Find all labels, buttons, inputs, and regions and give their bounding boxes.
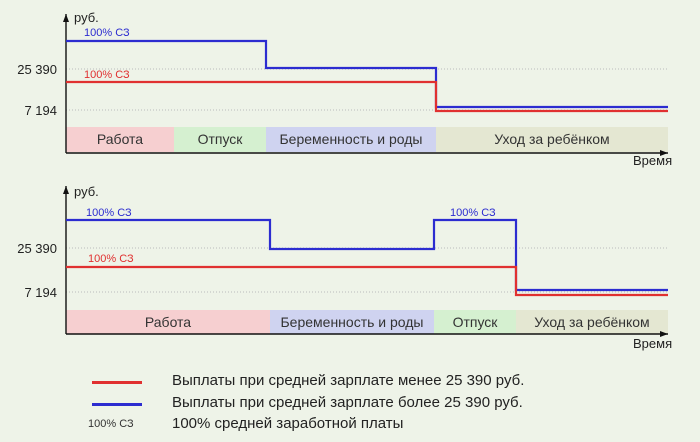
legend-blue-text: Выплаты при средней зарплате более 25 39… [172, 394, 523, 411]
chart2-phase-band-3 [516, 310, 668, 334]
chart2-phase-label-0: Работа [145, 314, 191, 330]
chart2-phase-label-2: Отпуск [453, 314, 499, 330]
chart2-phase-band-2 [434, 310, 516, 334]
legend-red-text: Выплаты при средней зарплате менее 25 39… [172, 372, 525, 389]
chart1-phase-band-0 [66, 127, 174, 152]
chart2-y-tick-label-0: 25 390 [17, 241, 57, 256]
chart1-y-axis-label: руб. [74, 10, 99, 25]
chart1-y-axis-arrow [63, 14, 69, 22]
chart1-phase-band-2 [266, 127, 436, 152]
chart2-series-red-line [66, 265, 668, 297]
chart2-annotation-1: 100% СЗ [450, 207, 496, 219]
chart1-phase-label-3: Уход за ребёнком [494, 131, 609, 147]
chart2-x-axis-label: Время [633, 336, 672, 351]
chart1-annotation-1: 100% СЗ [84, 69, 130, 81]
chart1-x-axis-label: Время [633, 153, 672, 168]
chart2-y-tick-label-1: 7 194 [24, 285, 57, 300]
legend-red-line [92, 381, 142, 384]
chart1-phase-label-1: Отпуск [198, 131, 244, 147]
chart1-phase-label-0: Работа [97, 131, 143, 147]
legend-blue-line [92, 403, 142, 406]
charts: Работа Отпуск Беременность и роды Уход за р… [17, 10, 672, 351]
chart2-y-axis-label: руб. [74, 184, 99, 199]
chart2-annotation-2: 100% СЗ [88, 253, 134, 265]
chart1-x-axis-arrow [660, 150, 668, 156]
chart1-series-red-line [66, 80, 668, 113]
chart2-series-blue-line [66, 218, 668, 292]
chart2-phase-band-0 [66, 310, 270, 334]
chart1-phase-band-1 [174, 127, 266, 152]
chart1-series-blue-line [66, 39, 668, 109]
chart1-y-tick-label-0: 25 390 [17, 62, 57, 77]
chart2-annotation-0: 100% СЗ [86, 207, 132, 219]
chart2-phase-band-1 [270, 310, 434, 334]
chart1-phase-band-3 [436, 127, 668, 152]
chart2-x-axis-arrow [660, 331, 668, 337]
legend-sc-text: 100% средней заработной платы [172, 415, 404, 432]
chart2-phase-label-1: Беременность и роды [280, 314, 423, 330]
chart2-y-axis-arrow [63, 186, 69, 194]
chart1-annotation-0: 100% СЗ [84, 27, 130, 39]
chart1-y-tick-label-1: 7 194 [24, 103, 57, 118]
chart1-phase-label-2: Беременность и роды [279, 131, 422, 147]
chart2-phase-label-3: Уход за ребёнком [534, 314, 649, 330]
legend-sc-abbr: 100% СЗ [88, 418, 134, 430]
